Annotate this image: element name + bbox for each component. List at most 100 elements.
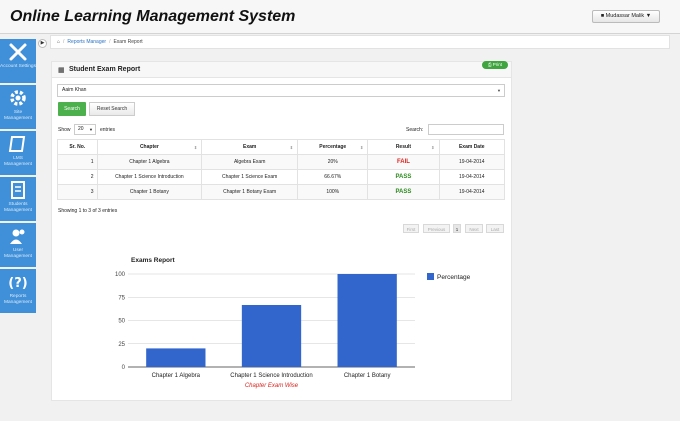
breadcrumb-current: Exam Report <box>113 39 143 45</box>
report-icon: ▦ <box>58 67 65 74</box>
cell-percentage: 20% <box>297 154 369 170</box>
student-select[interactable]: Aaim Khan ▼ <box>57 84 505 97</box>
sidebar-toggle-button[interactable]: ▶ <box>38 39 47 48</box>
cell-chapter: Chapter 1 Algebra <box>96 154 203 170</box>
print-label: Print <box>492 62 503 67</box>
cell-result: PASS <box>367 184 440 200</box>
user-icon: ■ <box>600 13 606 19</box>
cell-sr-no: 3 <box>57 184 98 200</box>
chevron-down-icon: ▼ <box>497 88 501 93</box>
show-label: Show <box>58 127 71 133</box>
table-header-row: Sr. No. Chapter ⇕ Exam ⇕ Percentage ⇕ Resul… <box>57 139 506 155</box>
sidebar-item-label: User Management <box>4 248 32 259</box>
cell-result: FAIL <box>367 154 440 170</box>
pagination-page[interactable]: 1 <box>453 224 461 233</box>
table-row: 3 Chapter 1 Botany Chapter 1 Botany Exam… <box>57 184 506 200</box>
pagination-first[interactable]: First <box>403 224 419 233</box>
sort-icon: ⇕ <box>193 145 198 150</box>
cell-chapter: Chapter 1 Botany <box>96 184 203 200</box>
column-header-sr-no[interactable]: Sr. No. <box>57 139 98 155</box>
exams-bar-chart: 0 25 50 75 100 Chapter 1 Algebra Chapter 1 Sci… <box>115 272 471 389</box>
cell-exam: Chapter 1 Botany Exam <box>201 184 299 200</box>
column-header-exam[interactable]: Exam ⇕ <box>201 139 299 155</box>
cell-percentage: 100% <box>297 184 369 200</box>
panel-header: ▦ Student Exam Report <box>52 62 511 78</box>
pagination-last[interactable]: Last <box>486 224 504 233</box>
y-tick-label: 0 <box>122 365 126 371</box>
document-icon <box>11 181 25 199</box>
sort-icon: ⇕ <box>360 145 364 150</box>
question-icon: (?) <box>8 276 27 291</box>
users-icon <box>10 229 25 244</box>
column-header-chapter[interactable]: Chapter ⇕ <box>96 139 203 155</box>
entries-select[interactable]: 20 ▼ <box>74 124 96 135</box>
caret-down-icon: ▼ <box>644 13 652 19</box>
breadcrumb-link-reports-manager[interactable]: Reports Manager <box>67 39 107 45</box>
book-icon <box>8 136 26 152</box>
pagination-next[interactable]: Next <box>465 224 483 233</box>
cell-sr-no: 1 <box>57 154 98 170</box>
legend-label: Percentage <box>437 274 471 281</box>
cell-result: PASS <box>367 169 440 185</box>
svg-text:(?): (?) <box>8 276 27 291</box>
sidebar-item-lms-management[interactable]: LMS Management <box>0 131 36 175</box>
breadcrumb: ⌂ / Reports Manager / Exam Report <box>50 35 670 49</box>
pagination-previous[interactable]: Previous <box>423 224 450 233</box>
column-header-exam-date[interactable]: Exam Date <box>438 139 506 155</box>
sidebar-item-label: Students Management <box>4 202 32 213</box>
column-header-percentage[interactable]: Percentage ⇕ <box>297 139 369 155</box>
sidebar-item-site-management[interactable]: Site Management <box>0 85 36 129</box>
table-search-input[interactable] <box>428 124 504 135</box>
x-tick-label: Chapter 1 Science Introduction <box>230 373 312 379</box>
cell-chapter: Chapter 1 Science Introduction <box>96 169 203 185</box>
bar <box>146 348 206 367</box>
printer-icon: ⎙ <box>487 62 493 67</box>
y-tick-label: 25 <box>118 342 125 348</box>
sidebar-item-students-management[interactable]: Students Management <box>0 177 36 221</box>
chevron-down-icon: ▼ <box>89 127 93 132</box>
x-axis-label: Chapter Exam Wise <box>245 383 299 389</box>
sidebar-item-user-management[interactable]: User Management <box>0 223 36 267</box>
reset-search-button[interactable]: Reset Search <box>89 102 135 116</box>
home-icon[interactable]: ⌂ <box>57 39 61 45</box>
sidebar-item-label: Reports Management <box>4 294 32 305</box>
exam-table: Sr. No. Chapter ⇕ Exam ⇕ Percentage ⇕ Resul… <box>57 139 506 200</box>
user-menu-button[interactable]: ■ Mudassar Malik ▼ <box>592 10 660 23</box>
y-tick-label: 75 <box>118 295 125 301</box>
sidebar-item-account-settings[interactable]: Account Settings <box>0 39 36 83</box>
cell-sr-no: 2 <box>57 169 98 185</box>
cell-exam-date: 19-04-2014 <box>438 169 506 185</box>
sidebar-item-reports-management[interactable]: (?) Reports Management <box>0 269 36 313</box>
y-tick-label: 50 <box>118 319 125 325</box>
cell-exam: Chapter 1 Science Exam <box>201 169 299 185</box>
print-button[interactable]: ⎙ Print <box>482 61 508 69</box>
table-search-label: Search: <box>406 127 424 133</box>
cell-exam-date: 19-04-2014 <box>438 154 506 170</box>
bar <box>337 274 397 367</box>
cell-exam-date: 19-04-2014 <box>438 184 506 200</box>
bar <box>241 304 302 367</box>
gear-icon <box>10 90 26 106</box>
table-row: 1 Chapter 1 Algebra Algebra Exam 20% FAI… <box>57 154 506 170</box>
entries-value: 20 <box>78 126 84 132</box>
column-header-result[interactable]: Result ⇕ <box>367 139 440 155</box>
user-name: Mudassar Malik <box>605 13 645 19</box>
sidebar-item-label: Site Management <box>4 110 32 121</box>
sort-icon: ⇕ <box>431 145 435 150</box>
student-select-value: Aaim Khan <box>62 87 87 93</box>
table-info: Showing 1 to 3 of 3 entries <box>58 208 118 214</box>
cell-percentage: 66.67% <box>297 169 369 185</box>
x-tick-label: Chapter 1 Botany <box>344 373 391 379</box>
y-tick-label: 100 <box>115 272 126 278</box>
sidebar: Account Settings Site Management LMS Man… <box>0 35 36 421</box>
tools-icon <box>9 43 27 61</box>
search-button[interactable]: Search <box>58 102 86 116</box>
table-row: 2 Chapter 1 Science Introduction Chapter… <box>57 169 506 185</box>
sidebar-item-label: Account Settings <box>0 64 36 69</box>
app-title: Online Learning Management System <box>10 8 296 25</box>
sort-icon: ⇕ <box>289 145 294 150</box>
x-tick-label: Chapter 1 Algebra <box>152 373 201 379</box>
legend-swatch <box>427 273 434 280</box>
panel-title: Student Exam Report <box>69 66 141 73</box>
cell-exam: Algebra Exam <box>201 154 299 170</box>
